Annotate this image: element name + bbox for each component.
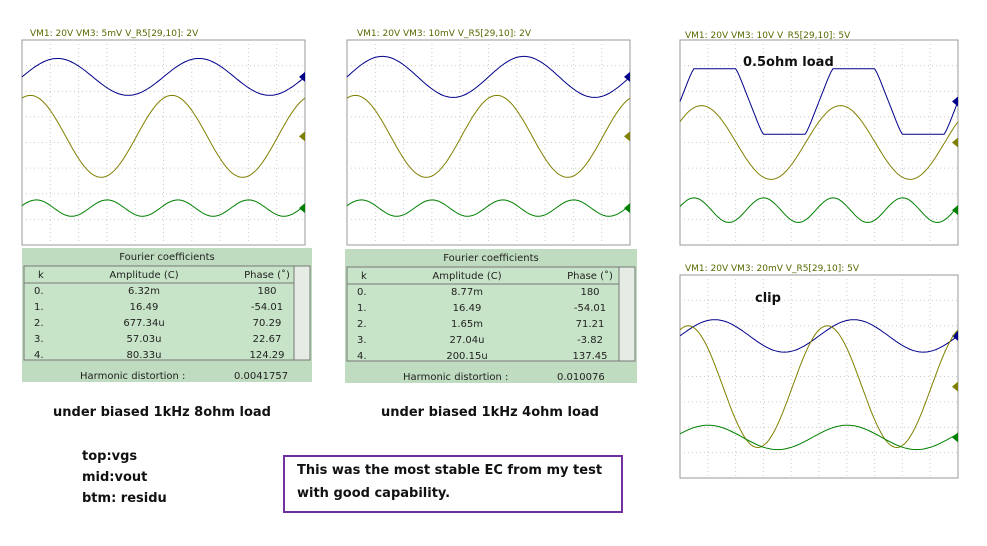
channel-marker xyxy=(624,131,630,142)
table-body xyxy=(23,265,295,361)
table-cell: 16.49 xyxy=(130,302,159,313)
table-cell: 57.03u xyxy=(127,334,162,345)
channel-marker xyxy=(952,96,958,107)
table-cell: -54.01 xyxy=(574,303,606,314)
table-cell: 16.49 xyxy=(453,303,482,314)
scope-header: VM1: 20V VM3: 10V V_R5[29,10]: 5V xyxy=(685,31,851,41)
waveform xyxy=(346,199,631,217)
caption: under biased 1kHz 8ohm load xyxy=(53,405,271,420)
waveform xyxy=(21,94,306,178)
waveform xyxy=(346,55,631,98)
channel-marker xyxy=(952,205,958,216)
table-cell: 200.15u xyxy=(446,351,487,362)
waveform xyxy=(21,199,306,217)
table-cell: -54.01 xyxy=(251,302,283,313)
scrollbar xyxy=(293,265,311,361)
note-line: with good capability. xyxy=(297,486,450,501)
table-cell: 3. xyxy=(34,334,44,345)
channel-marker xyxy=(624,203,630,214)
footer-value: 0.010076 xyxy=(557,372,605,383)
table-cell: 22.67 xyxy=(253,334,282,345)
table-cell: 1.65m xyxy=(451,319,483,330)
table-body xyxy=(346,266,620,362)
table-cell: -3.82 xyxy=(577,335,603,346)
table-cell: 3. xyxy=(357,335,367,346)
table-cell: 27.04u xyxy=(450,335,485,346)
column-header: Phase (˚) xyxy=(244,269,290,281)
note-line: This was the most stable EC from my test xyxy=(297,463,602,478)
footer-value: 0.0041757 xyxy=(234,371,288,382)
column-header: Phase (˚) xyxy=(567,270,613,282)
table-cell: 70.29 xyxy=(253,318,282,329)
waveform xyxy=(346,94,631,178)
channel-marker xyxy=(299,203,305,214)
waveform xyxy=(679,325,959,449)
waveform xyxy=(679,197,959,223)
scope-header: VM1: 20V VM3: 10mV V_R5[29,10]: 2V xyxy=(357,29,532,39)
table-cell: 80.33u xyxy=(127,350,162,361)
table-cell: 1. xyxy=(357,303,367,314)
footer-label: Harmonic distortion : xyxy=(403,372,508,383)
table-cell: 0. xyxy=(357,287,367,298)
table-cell: 2. xyxy=(357,319,367,330)
table-cell: 1. xyxy=(34,302,44,313)
column-header: Amplitude (C) xyxy=(109,270,178,281)
table-cell: 8.77m xyxy=(451,287,483,298)
column-header: Amplitude (C) xyxy=(432,271,501,282)
scope-label: clip xyxy=(755,291,781,306)
table-cell: 6.32m xyxy=(128,286,160,297)
caption: under biased 1kHz 4ohm load xyxy=(381,405,599,420)
legend-line: mid:vout xyxy=(82,470,147,485)
channel-marker xyxy=(624,71,630,82)
legend-line: top:vgs xyxy=(82,449,137,464)
scope-header: VM1: 20V VM3: 5mV V_R5[29,10]: 2V xyxy=(30,29,199,39)
note-box xyxy=(283,455,623,513)
scope-label: 0.5ohm load xyxy=(743,55,834,70)
column-header: k xyxy=(361,271,367,282)
footer-label: Harmonic distortion : xyxy=(80,371,185,382)
table-cell: 180 xyxy=(257,286,276,297)
waveform xyxy=(679,424,959,451)
table-cell: 2. xyxy=(34,318,44,329)
table-cell: 4. xyxy=(34,350,44,361)
waveform xyxy=(21,58,306,96)
channel-marker xyxy=(952,137,958,148)
channel-marker xyxy=(952,381,958,392)
column-header: k xyxy=(38,270,44,281)
waveform xyxy=(679,105,959,180)
waveform xyxy=(679,68,959,135)
table-cell: 0. xyxy=(34,286,44,297)
table-cell: 677.34u xyxy=(123,318,164,329)
legend-line: btm: residu xyxy=(82,491,167,506)
table-cell: 124.29 xyxy=(250,350,285,361)
channel-marker xyxy=(952,432,958,443)
table-cell: 71.21 xyxy=(576,319,605,330)
scrollbar xyxy=(618,266,636,362)
table-title: Fourier coefficients xyxy=(119,252,215,263)
scope-header: VM1: 20V VM3: 20mV V_R5[29,10]: 5V xyxy=(685,264,860,274)
table-title: Fourier coefficients xyxy=(443,253,539,264)
channel-marker xyxy=(299,131,305,142)
channel-marker xyxy=(299,71,305,82)
channel-marker xyxy=(952,330,958,341)
waveform xyxy=(679,319,959,353)
table-cell: 180 xyxy=(580,287,599,298)
table-cell: 137.45 xyxy=(573,351,608,362)
table-cell: 4. xyxy=(357,351,367,362)
